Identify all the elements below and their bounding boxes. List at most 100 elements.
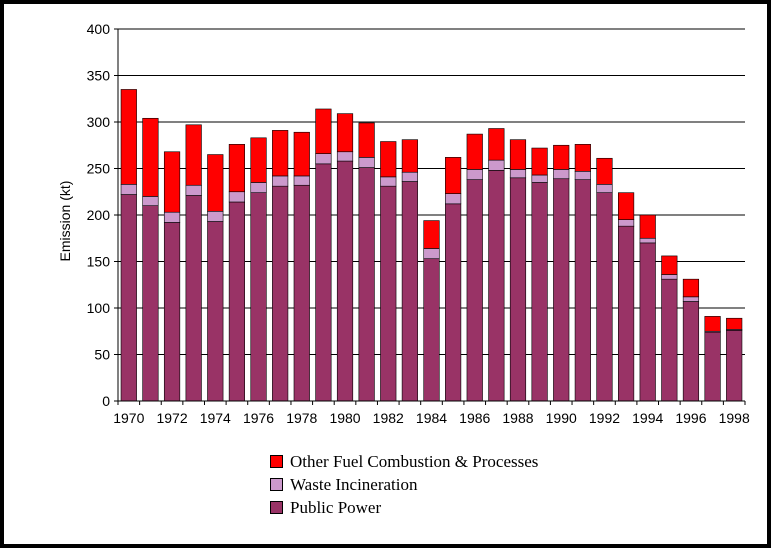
x-tick-label: 1984 [416,410,447,426]
bar-segment [293,131,310,177]
bar-segment [488,128,505,161]
x-tick-label: 1978 [286,410,317,426]
bar-segment [639,242,656,402]
y-tick-label: 200 [87,207,111,223]
y-axis-label: Emission (kt) [57,181,73,262]
legend-item-other-fuel: Other Fuel Combustion & Processes [270,450,538,473]
bar-segment [250,137,267,183]
bar-segment [466,179,483,402]
axes [117,29,746,405]
bar-segment [596,192,613,402]
bar-segment [185,184,202,196]
bar-segment [639,237,656,244]
y-tick-label: 400 [87,21,111,37]
y-tick-labels: 0 50 100 150 200 250 300 350 400 [87,21,111,409]
legend-item-waste-incineration: Waste Incineration [270,473,538,496]
bar-segment [574,179,591,402]
bar-segment [445,157,462,194]
bar-segment [228,201,245,402]
bar-segment [488,159,505,171]
bar-segment [423,258,440,402]
bar-segment [142,205,159,402]
x-tick-label: 1970 [113,410,144,426]
bar-segment [509,169,527,179]
bar-segment [704,331,721,402]
y-tick-label: 0 [102,393,110,409]
x-tick-label: 1994 [632,410,663,426]
bar-segment [553,144,570,170]
bar-segment [574,144,591,172]
legend-label-waste-incineration: Waste Incineration [290,474,418,494]
bar-segment [358,167,375,402]
y-tick-label: 50 [94,347,110,363]
bar-segment [488,170,505,402]
x-tick-label: 1998 [719,410,750,426]
bar-segment [336,113,354,153]
x-tick-label: 1972 [156,410,187,426]
bar-segment [293,184,310,402]
x-tick-label: 1986 [459,410,490,426]
bar-segment [185,124,202,186]
legend: Other Fuel Combustion & Processes Waste … [270,450,538,519]
bar-segment [531,147,548,176]
bar-segment [661,255,678,275]
bar-segment [639,214,656,239]
bar-segment [142,196,159,206]
bar-segment [293,175,310,186]
bar-segment [445,203,462,402]
x-tick-label: 1996 [675,410,706,426]
bar-segment [682,296,700,302]
bar-segment [120,194,137,402]
x-tick-labels: 1970 1972 1974 1976 1978 1980 1982 1984 1986 1988… [113,410,750,426]
x-tick-label: 1980 [329,410,360,426]
chart-frame: 0 50 100 150 200 250 300 350 400 1970 1972 1974 197… [4,4,767,544]
bar-segment [466,169,483,180]
bar-segment [250,192,267,402]
bar-segment [358,122,375,158]
bar-segment [336,160,354,402]
bar-segment [423,220,440,249]
bar-segment [315,163,332,402]
y-tick-label: 250 [87,161,111,177]
legend-swatch-public-power [270,501,283,514]
bar-segment [120,184,137,195]
bar-segment [726,330,743,402]
bar-segment [380,141,397,178]
bar-segment [142,117,159,197]
bar-segment [726,317,743,330]
bar-segment [466,133,483,170]
bar-segment [272,185,289,402]
bar-segment [423,248,440,260]
bar-segment [574,170,591,180]
bar-segment [228,144,245,193]
x-tick-label: 1982 [373,410,404,426]
x-tick-label: 1974 [200,410,231,426]
y-tick-label: 150 [87,254,111,270]
bar-segment [682,278,700,298]
bar-segment [163,222,181,402]
bar-segment [380,176,397,187]
bar-segment [509,177,527,402]
bar-segment [401,181,418,402]
bar-segment [553,169,570,180]
bar-segment [401,171,418,182]
x-tick-label: 1988 [502,410,533,426]
bar-segment [618,219,635,227]
legend-swatch-other-fuel [270,455,283,468]
bar-segment [553,178,570,402]
bar-segment [336,151,354,162]
y-tick-label: 300 [87,114,111,130]
bar-segment [531,182,548,402]
legend-item-public-power: Public Power [270,496,538,519]
bar-segment [401,139,418,173]
bar-segment [596,184,613,193]
bar-segment [445,193,462,205]
legend-swatch-waste-incineration [270,478,283,491]
y-tick-label: 100 [87,300,111,316]
bar-segment [315,108,332,154]
x-tick-label: 1976 [243,410,274,426]
bar-segment [185,195,202,402]
bar-segment [207,154,224,212]
legend-label-other-fuel: Other Fuel Combustion & Processes [290,451,539,471]
bar-segment [509,139,527,170]
